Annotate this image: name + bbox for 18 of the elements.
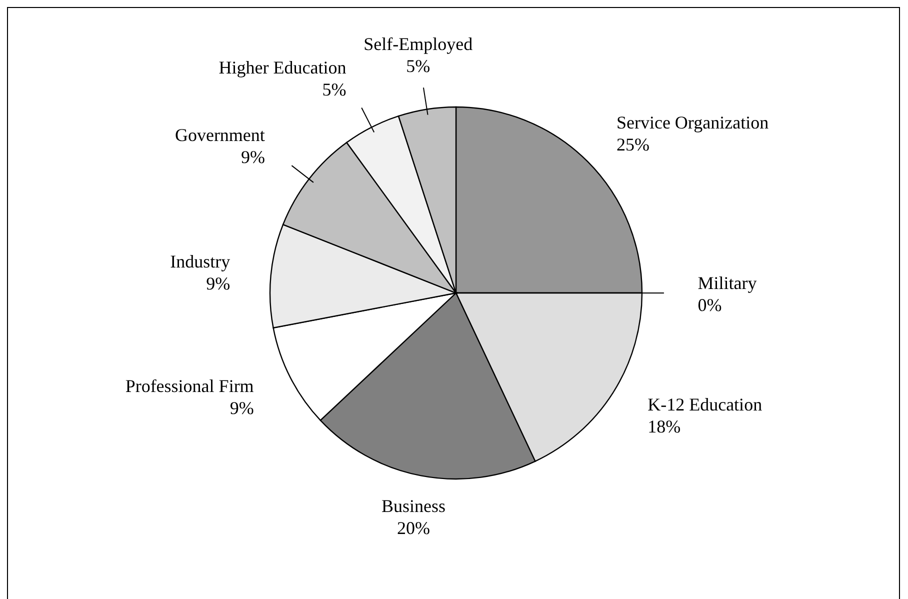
data-label: 9% <box>240 146 265 167</box>
slice-label: Professional Firm <box>125 376 254 396</box>
data-label: 5% <box>406 56 430 76</box>
data-label: 25% <box>616 134 650 155</box>
slice-label: Business <box>381 496 446 516</box>
slice-label: Service Organization <box>616 112 769 133</box>
text: 0% <box>698 295 722 315</box>
legend-label: Military <box>698 273 757 293</box>
data-label: 5% <box>322 80 346 100</box>
data-label: 20% <box>396 518 430 538</box>
data-label: 18% <box>648 416 681 437</box>
slice-label: Industry <box>170 252 230 272</box>
slice-label: K-12 Education <box>648 394 762 415</box>
data-label: 9% <box>230 398 254 418</box>
slice-label: Government <box>174 124 265 145</box>
slice-label: Self-Employed <box>364 34 473 54</box>
data-label: 9% <box>206 274 230 294</box>
slice-label: Higher Education <box>218 58 346 78</box>
